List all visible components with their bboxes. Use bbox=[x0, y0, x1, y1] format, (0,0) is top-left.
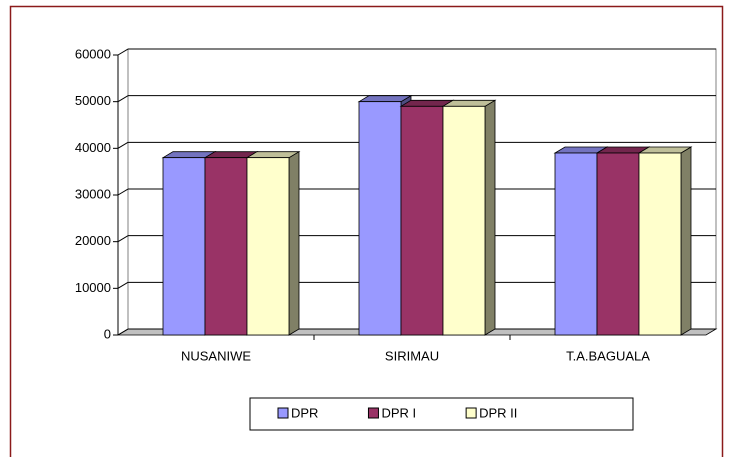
y-tick-label: 20000 bbox=[75, 233, 111, 248]
legend-label: DPR II bbox=[479, 405, 517, 420]
y-tick-label: 10000 bbox=[75, 280, 111, 295]
bar bbox=[358, 101, 402, 336]
grid-line-side bbox=[117, 281, 129, 289]
bar bbox=[596, 152, 640, 336]
bar bbox=[554, 152, 598, 336]
grid-line-side bbox=[117, 48, 129, 56]
y-tick-label: 30000 bbox=[75, 186, 111, 201]
bar-top bbox=[441, 99, 497, 107]
grid-line-side bbox=[117, 235, 129, 243]
bar bbox=[246, 157, 290, 336]
grid-line-side bbox=[117, 141, 129, 149]
legend-label: DPR bbox=[291, 405, 318, 420]
x-tick-label: T.A.BAGUALA bbox=[566, 348, 650, 363]
legend-label: DPR I bbox=[381, 405, 416, 420]
legend-swatch bbox=[465, 407, 477, 419]
bar bbox=[204, 157, 248, 336]
x-tick-label: NUSANIWE bbox=[181, 348, 251, 363]
grid-line-side bbox=[117, 328, 129, 336]
y-tick-label: 50000 bbox=[75, 93, 111, 108]
bar bbox=[162, 157, 206, 336]
bar-top bbox=[357, 95, 413, 103]
y-tick-label: 0 bbox=[104, 326, 111, 341]
legend-swatch bbox=[367, 407, 379, 419]
bar-side bbox=[680, 146, 692, 336]
y-tick-label: 60000 bbox=[75, 46, 111, 61]
legend-box bbox=[249, 397, 634, 431]
bar-side bbox=[288, 150, 300, 336]
bar bbox=[400, 105, 444, 336]
bar bbox=[638, 152, 682, 336]
bar-top bbox=[637, 146, 693, 154]
grid-line-side bbox=[117, 95, 129, 103]
bar bbox=[442, 105, 486, 336]
bar-side bbox=[484, 99, 496, 336]
y-tick-label: 40000 bbox=[75, 140, 111, 155]
x-tick-label: SIRIMAU bbox=[385, 348, 439, 363]
grid-line-side bbox=[117, 188, 129, 196]
legend-swatch bbox=[277, 407, 289, 419]
bar-top bbox=[245, 151, 301, 159]
